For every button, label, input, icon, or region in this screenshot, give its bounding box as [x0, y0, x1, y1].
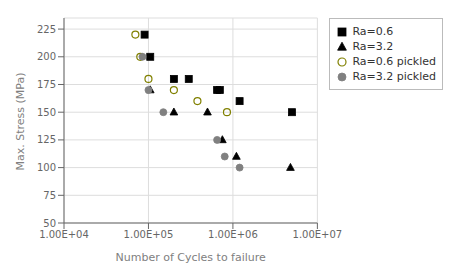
- html-text:Ra=3.2 pickled: Ra=3.2 pickled: [352, 70, 436, 83]
- svg-text:Number of Cycles to failure: Number of Cycles to failure: [116, 251, 267, 264]
- html-text:Ra=3.2: Ra=3.2: [352, 40, 394, 53]
- svg-text:1.00E+06: 1.00E+06: [208, 229, 258, 240]
- svg-text:100: 100: [37, 162, 56, 173]
- html-text:Ra=0.6 pickled: Ra=0.6 pickled: [352, 55, 436, 68]
- svg-text:200: 200: [37, 51, 56, 62]
- svg-text:Max. Stress (MPa): Max. Stress (MPa): [14, 73, 27, 171]
- svg-text:1.00E+04: 1.00E+04: [39, 229, 89, 240]
- svg-text:75: 75: [43, 190, 56, 201]
- svg-text:125: 125: [37, 134, 56, 145]
- svg-text:150: 150: [37, 107, 56, 118]
- svg-text:1.00E+07: 1.00E+07: [293, 229, 343, 240]
- html-text:Ra=0.6: Ra=0.6: [352, 25, 394, 38]
- svg-text:225: 225: [37, 24, 56, 35]
- svg-text:175: 175: [37, 79, 56, 90]
- svg-text:1.00E+05: 1.00E+05: [124, 229, 174, 240]
- svg-text:50: 50: [43, 218, 56, 229]
